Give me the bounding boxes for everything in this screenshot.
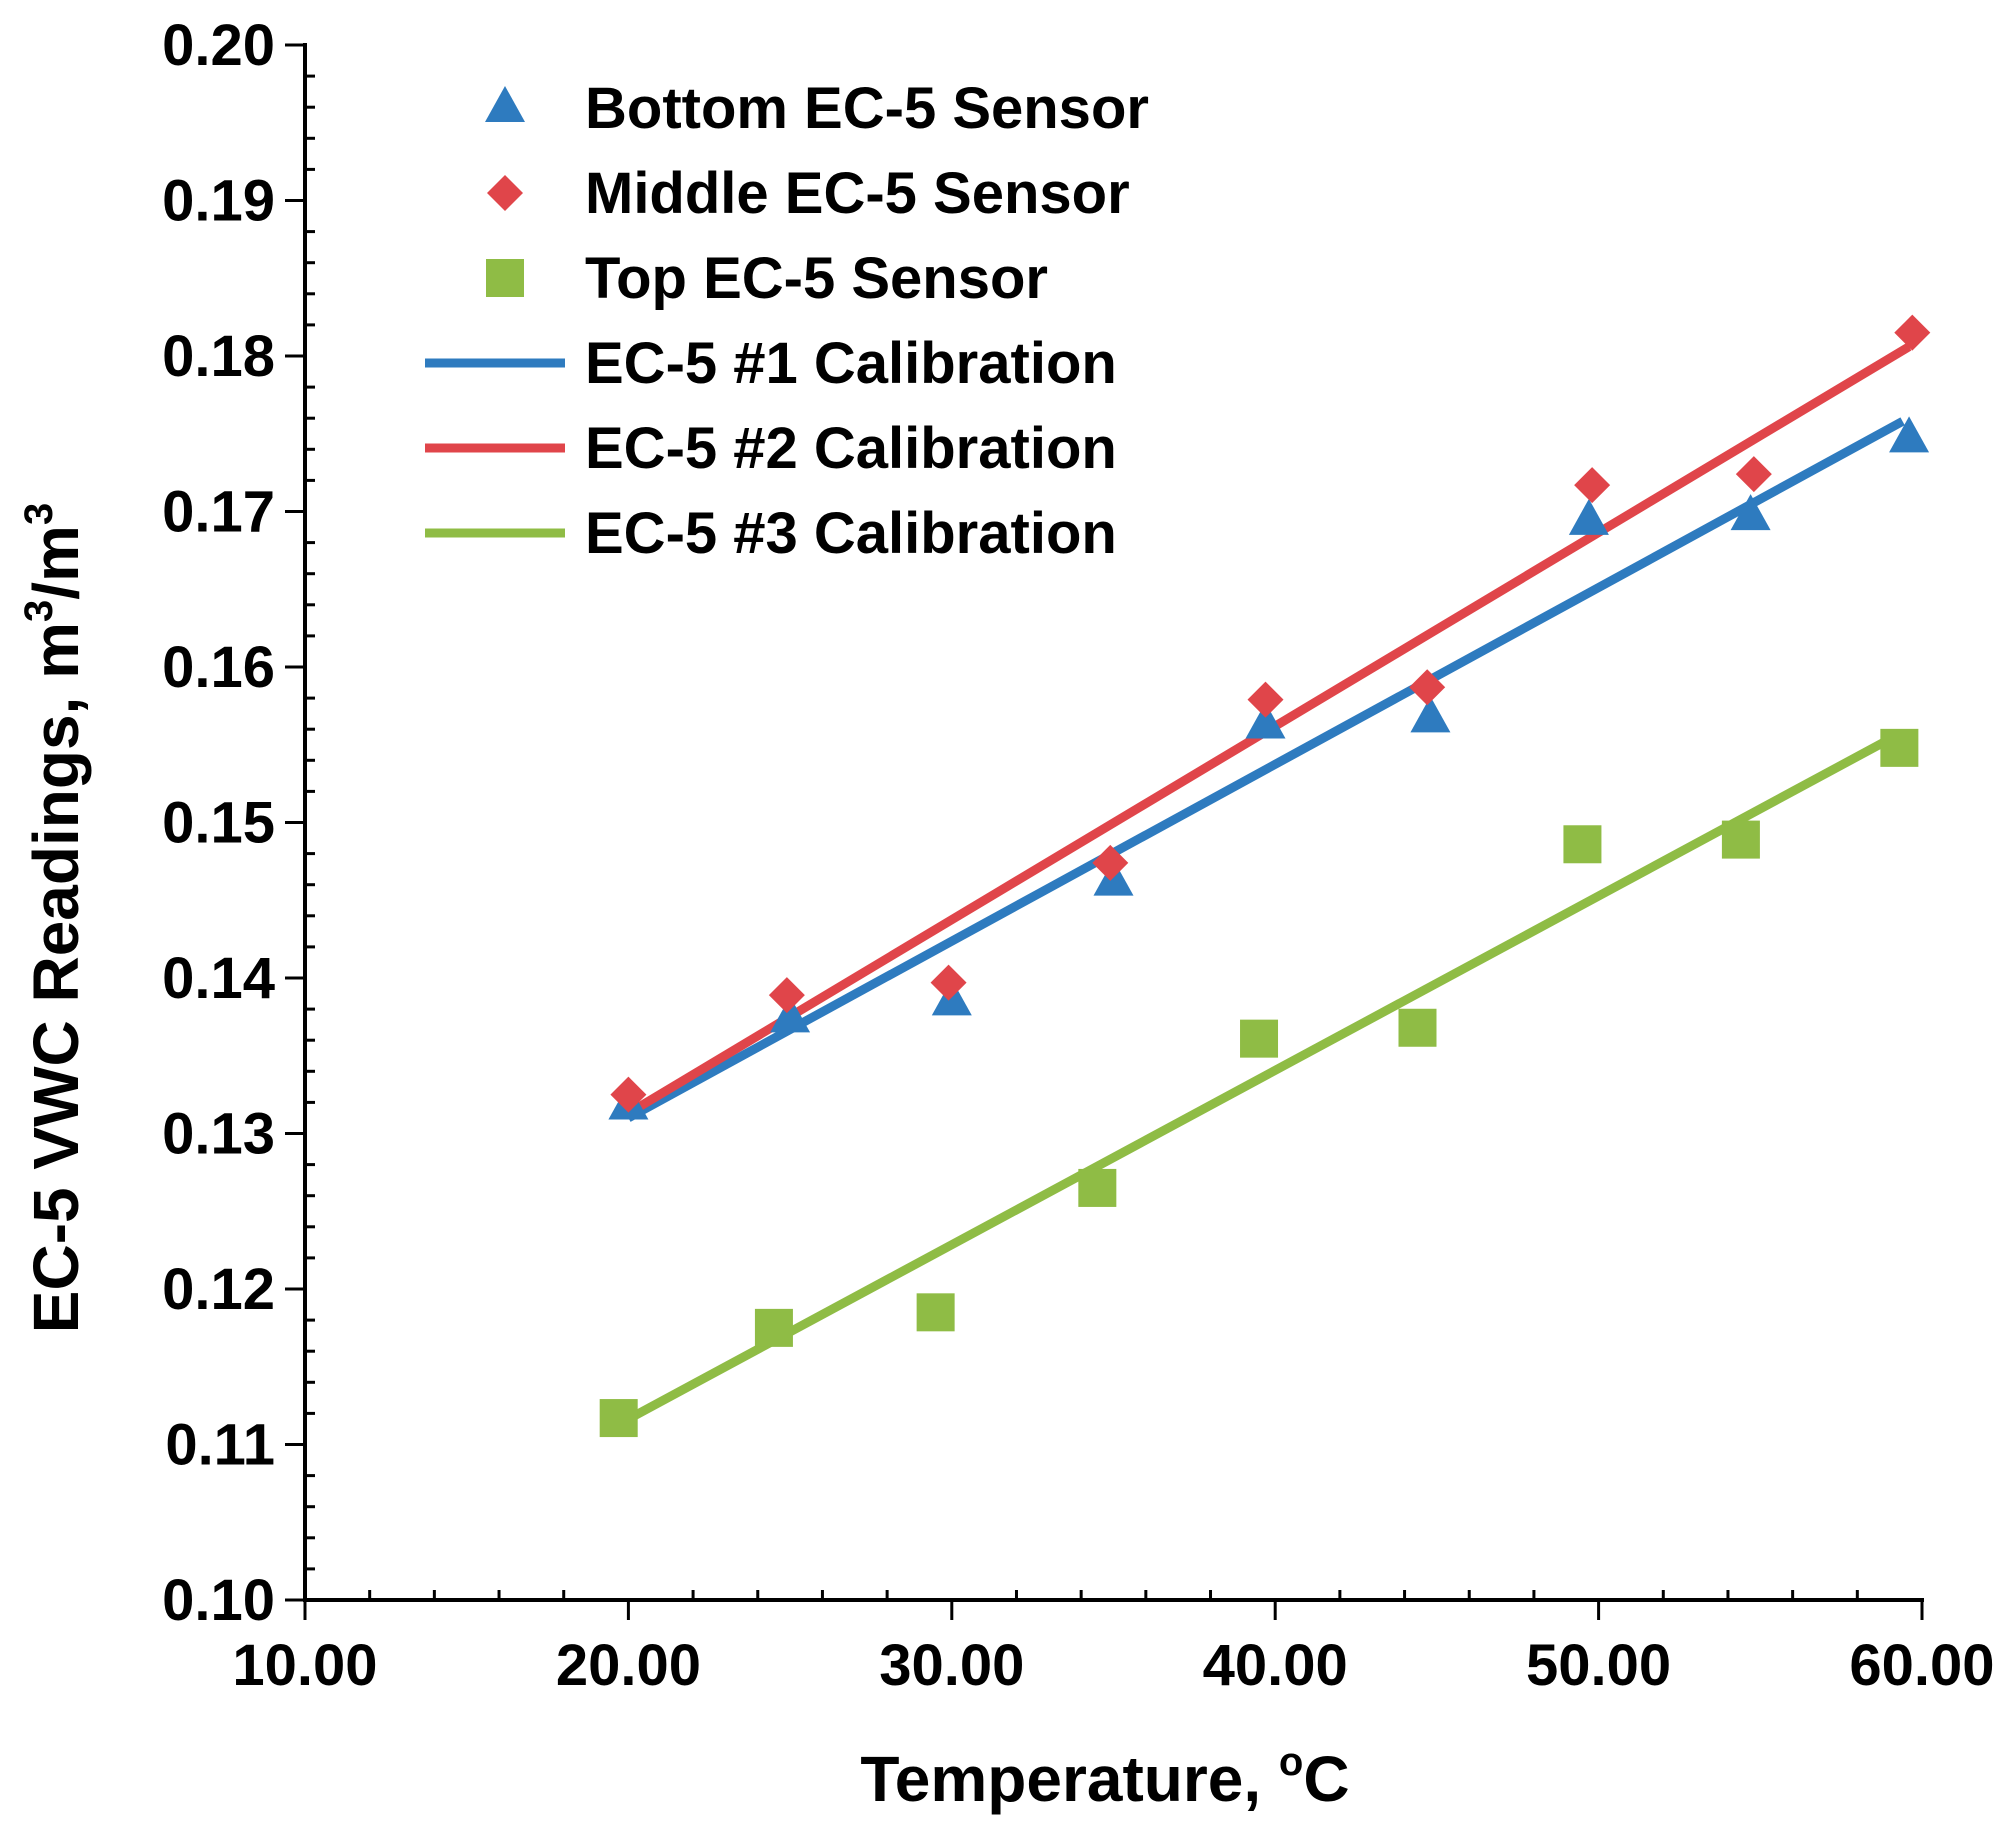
square-point <box>916 1293 955 1332</box>
x-tick-label: 40.00 <box>1203 1633 1348 1698</box>
legend-triangle-icon <box>485 86 525 122</box>
legend-label: Middle EC-5 Sensor <box>585 161 1130 226</box>
y-axis-title-sup-2: 3 <box>17 503 61 525</box>
x-tick-label: 50.00 <box>1526 1633 1671 1698</box>
series-diamond <box>610 314 1931 1113</box>
square-point <box>1240 1019 1279 1058</box>
y-tick-label: 0.20 <box>162 13 275 78</box>
y-tick-label: 0.19 <box>162 169 275 234</box>
y-tick-label: 0.17 <box>162 480 275 545</box>
diamond-point <box>1092 844 1129 881</box>
square-point <box>599 1399 638 1438</box>
x-axis-title-text: Temperature, <box>860 1743 1279 1815</box>
y-tick-label: 0.16 <box>162 635 275 700</box>
legend-label: Top EC-5 Sensor <box>585 246 1048 311</box>
diamond-point <box>1409 669 1446 706</box>
series-triangle <box>608 416 1930 1120</box>
y-tick-label: 0.10 <box>162 1568 275 1633</box>
x-axis-title: Temperature, oC <box>860 1740 1349 1815</box>
y-axis-title-text: EC-5 VWC Readings, m <box>20 622 92 1333</box>
legend-item: Top EC-5 Sensor <box>486 246 1048 311</box>
x-tick-label: 20.00 <box>556 1633 701 1698</box>
y-axis-title-mid: /m <box>20 525 92 600</box>
diamond-point <box>1247 681 1284 718</box>
legend-item: EC-5 #1 Calibration <box>425 331 1117 396</box>
calibration-line-1 <box>626 417 1905 1122</box>
square-point <box>1721 820 1760 859</box>
legend-item: EC-5 #2 Calibration <box>425 416 1117 481</box>
y-tick-label: 0.13 <box>162 1102 275 1167</box>
diamond-point <box>930 964 967 1001</box>
legend-label: EC-5 #1 Calibration <box>585 331 1117 396</box>
square-point <box>1563 825 1602 864</box>
x-axis-title-unit: C <box>1303 1743 1349 1815</box>
legend-label: EC-5 #2 Calibration <box>585 416 1117 481</box>
legend-square-icon <box>486 259 524 297</box>
diamond-point <box>768 977 805 1014</box>
legend-label: Bottom EC-5 Sensor <box>585 76 1149 141</box>
legend-item: Bottom EC-5 Sensor <box>485 76 1149 141</box>
triangle-point <box>770 996 811 1033</box>
calibration-line-3 <box>616 729 1902 1429</box>
diamond-point <box>610 1076 647 1113</box>
square-point <box>754 1308 793 1347</box>
x-tick-label: 10.00 <box>232 1633 377 1698</box>
axes: 0.10 0.11 0.12 0.13 0.14 0.15 0.16 0.17 0.18 0.19… <box>162 13 1994 1698</box>
y-tick-label: 0.15 <box>162 791 275 856</box>
square-point <box>1398 1008 1437 1047</box>
y-axis-title-sup-1: 3 <box>17 600 61 622</box>
legend-diamond-icon <box>487 175 523 211</box>
series-square <box>599 728 1919 1438</box>
diamond-point <box>1735 456 1772 493</box>
triangle-point <box>1410 696 1451 733</box>
y-axis-title: EC-5 VWC Readings, m3/m3 <box>17 503 92 1333</box>
y-tick-label: 0.11 <box>165 1413 275 1478</box>
legend-item: EC-5 #3 Calibration <box>425 501 1117 566</box>
legend-label: EC-5 #3 Calibration <box>585 501 1117 566</box>
y-tick-label: 0.18 <box>162 324 275 389</box>
diamond-point <box>1894 314 1931 351</box>
square-point <box>1880 728 1919 767</box>
y-tick-label: 0.14 <box>162 946 275 1011</box>
x-axis-title-degree: o <box>1279 1740 1303 1784</box>
plot-area <box>599 314 1931 1438</box>
triangle-point <box>1568 498 1609 535</box>
x-tick-label: 30.00 <box>879 1633 1024 1698</box>
diamond-point <box>1574 467 1611 504</box>
square-point <box>1078 1168 1117 1207</box>
triangle-point <box>1889 416 1930 453</box>
triangle-point <box>1730 494 1771 531</box>
legend: Bottom EC-5 Sensor Middle EC-5 Sensor Top … <box>425 76 1149 566</box>
legend-item: Middle EC-5 Sensor <box>487 161 1130 226</box>
x-tick-label: 60.00 <box>1849 1633 1994 1698</box>
triangle-point <box>1245 702 1286 739</box>
y-tick-label: 0.12 <box>162 1257 275 1322</box>
